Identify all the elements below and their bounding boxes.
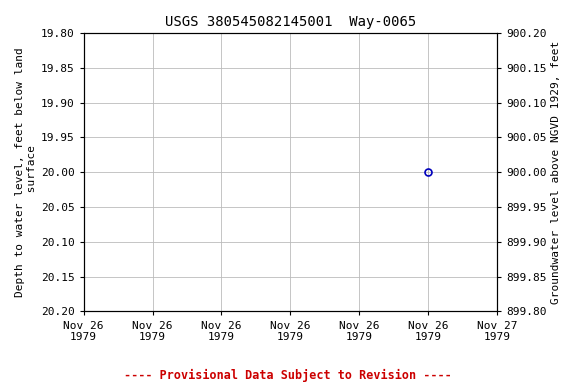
- Y-axis label: Depth to water level, feet below land
 surface: Depth to water level, feet below land su…: [15, 47, 37, 297]
- Title: USGS 380545082145001  Way-0065: USGS 380545082145001 Way-0065: [165, 15, 416, 29]
- Y-axis label: Groundwater level above NGVD 1929, feet: Groundwater level above NGVD 1929, feet: [551, 41, 561, 304]
- Text: ---- Provisional Data Subject to Revision ----: ---- Provisional Data Subject to Revisio…: [124, 369, 452, 382]
